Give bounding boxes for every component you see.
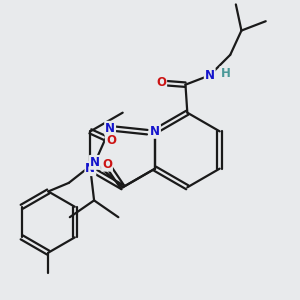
Text: N: N [90,156,100,169]
Text: H: H [220,67,230,80]
Text: O: O [106,134,116,147]
Text: N: N [105,122,115,135]
Text: O: O [156,76,166,89]
Text: N: N [85,162,95,175]
Text: N: N [150,125,160,138]
Text: O: O [102,158,112,171]
Text: N: N [205,69,215,82]
